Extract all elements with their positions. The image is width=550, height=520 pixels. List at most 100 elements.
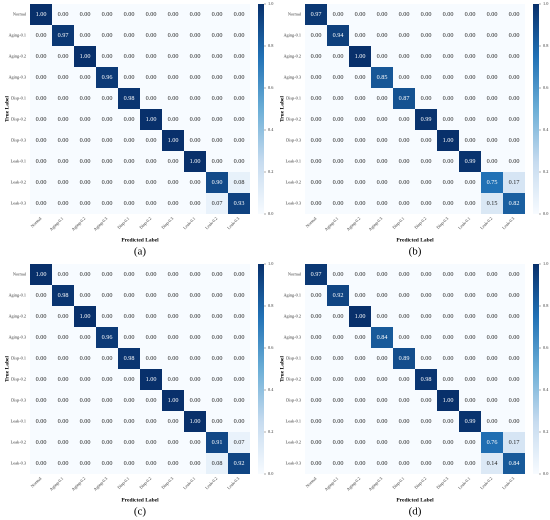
cell-label: 0.00 xyxy=(377,271,388,278)
y-tick-label: Disp-0.2 xyxy=(11,116,26,121)
cell-label: 0.00 xyxy=(333,53,344,60)
cell-label: 0.00 xyxy=(377,397,388,404)
cell-label: 0.00 xyxy=(311,95,322,102)
cell-label: 0.00 xyxy=(36,418,47,425)
caption: (c) xyxy=(134,506,147,518)
cell-label: 1.00 xyxy=(190,158,201,165)
heatmap-cell xyxy=(481,411,503,432)
heatmap-cell xyxy=(503,46,525,67)
cell-label: 0.00 xyxy=(399,11,410,18)
cell-label: 0.00 xyxy=(377,95,388,102)
cell-label: 0.00 xyxy=(311,355,322,362)
heatmap-cell xyxy=(118,348,140,369)
cell-label: 0.00 xyxy=(487,292,498,299)
cell-label: 0.00 xyxy=(377,418,388,425)
y-axis-title: True Label xyxy=(4,356,10,382)
cell-label: 0.99 xyxy=(421,116,432,123)
heatmap-cell xyxy=(184,25,206,46)
cell-label: 1.00 xyxy=(36,11,47,18)
cell-label: 0.00 xyxy=(80,179,91,186)
cell-label: 0.00 xyxy=(102,32,113,39)
cell-label: 0.00 xyxy=(124,292,135,299)
heatmap-cell xyxy=(206,390,228,411)
heatmap-cell xyxy=(481,151,503,172)
heatmap-cell xyxy=(30,88,52,109)
cell-label: 0.84 xyxy=(509,460,520,467)
cell-label: 0.00 xyxy=(36,179,47,186)
heatmap-cell xyxy=(371,4,393,25)
heatmap-cell xyxy=(305,390,327,411)
heatmap-cell xyxy=(349,46,371,67)
heatmap-cell xyxy=(327,453,349,474)
cell-label: 0.00 xyxy=(212,418,223,425)
cell-label: 0.00 xyxy=(58,158,69,165)
heatmap-cell xyxy=(437,88,459,109)
heatmap-cell xyxy=(206,327,228,348)
cell-label: 0.00 xyxy=(146,418,157,425)
heatmap-cell xyxy=(118,172,140,193)
cell-label: 0.00 xyxy=(509,53,520,60)
cell-label: 0.00 xyxy=(377,200,388,207)
heatmap-cell xyxy=(437,151,459,172)
heatmap-cell xyxy=(30,4,52,25)
heatmap-cell xyxy=(30,109,52,130)
heatmap-cell xyxy=(437,453,459,474)
cell-label: 0.87 xyxy=(399,95,410,102)
heatmap-cell xyxy=(437,327,459,348)
heatmap-cell xyxy=(437,46,459,67)
heatmap-cell xyxy=(162,327,184,348)
heatmap-cell xyxy=(415,453,437,474)
cell-label: 0.00 xyxy=(146,460,157,467)
heatmap-cell xyxy=(162,88,184,109)
x-tick-label: Leak-0.2 xyxy=(204,216,218,230)
cell-label: 0.00 xyxy=(212,334,223,341)
cell-label: 0.00 xyxy=(355,292,366,299)
cell-label: 0.00 xyxy=(234,271,245,278)
cell-label: 0.14 xyxy=(487,460,498,467)
cell-label: 0.00 xyxy=(234,53,245,60)
cell-label: 0.00 xyxy=(102,418,113,425)
y-tick-label: Disp-0.1 xyxy=(286,355,301,360)
cell-label: 0.00 xyxy=(190,11,201,18)
heatmap-cell xyxy=(459,285,481,306)
cell-label: 0.00 xyxy=(234,397,245,404)
cell-label: 0.76 xyxy=(487,439,498,446)
cell-label: 0.00 xyxy=(234,418,245,425)
cell-label: 0.93 xyxy=(234,200,245,207)
heatmap-cell xyxy=(349,348,371,369)
heatmap-cell xyxy=(349,193,371,214)
cell-label: 0.00 xyxy=(311,313,322,320)
cell-label: 0.00 xyxy=(421,158,432,165)
cell-label: 0.00 xyxy=(234,95,245,102)
heatmap-cell xyxy=(162,151,184,172)
cell-label: 0.00 xyxy=(509,137,520,144)
cell-label: 0.00 xyxy=(146,74,157,81)
cell-label: 0.00 xyxy=(124,397,135,404)
cell-label: 0.00 xyxy=(212,158,223,165)
heatmap-cell xyxy=(162,130,184,151)
heatmap-cell xyxy=(503,130,525,151)
cell-label: 0.97 xyxy=(311,11,322,18)
heatmap-cell xyxy=(437,285,459,306)
heatmap-cell xyxy=(140,193,162,214)
heatmap-cell xyxy=(481,193,503,214)
colorbar-tick-label: 0.2 xyxy=(268,429,273,434)
cell-label: 0.00 xyxy=(124,11,135,18)
cell-label: 0.00 xyxy=(190,74,201,81)
cell-label: 0.00 xyxy=(487,53,498,60)
colorbar xyxy=(258,4,264,214)
cell-label: 0.00 xyxy=(421,292,432,299)
x-tick-label: Aging-0.3 xyxy=(92,476,108,492)
cell-label: 0.00 xyxy=(355,271,366,278)
heatmap-cell xyxy=(349,109,371,130)
heatmap-cell xyxy=(118,109,140,130)
heatmap-cell xyxy=(327,193,349,214)
heatmap-cell xyxy=(481,88,503,109)
heatmap-cell xyxy=(118,327,140,348)
cell-label: 0.00 xyxy=(487,158,498,165)
heatmap-cell xyxy=(52,285,74,306)
cell-label: 0.00 xyxy=(36,116,47,123)
heatmap-cell xyxy=(393,285,415,306)
heatmap-cell xyxy=(503,453,525,474)
heatmap-cell xyxy=(96,369,118,390)
